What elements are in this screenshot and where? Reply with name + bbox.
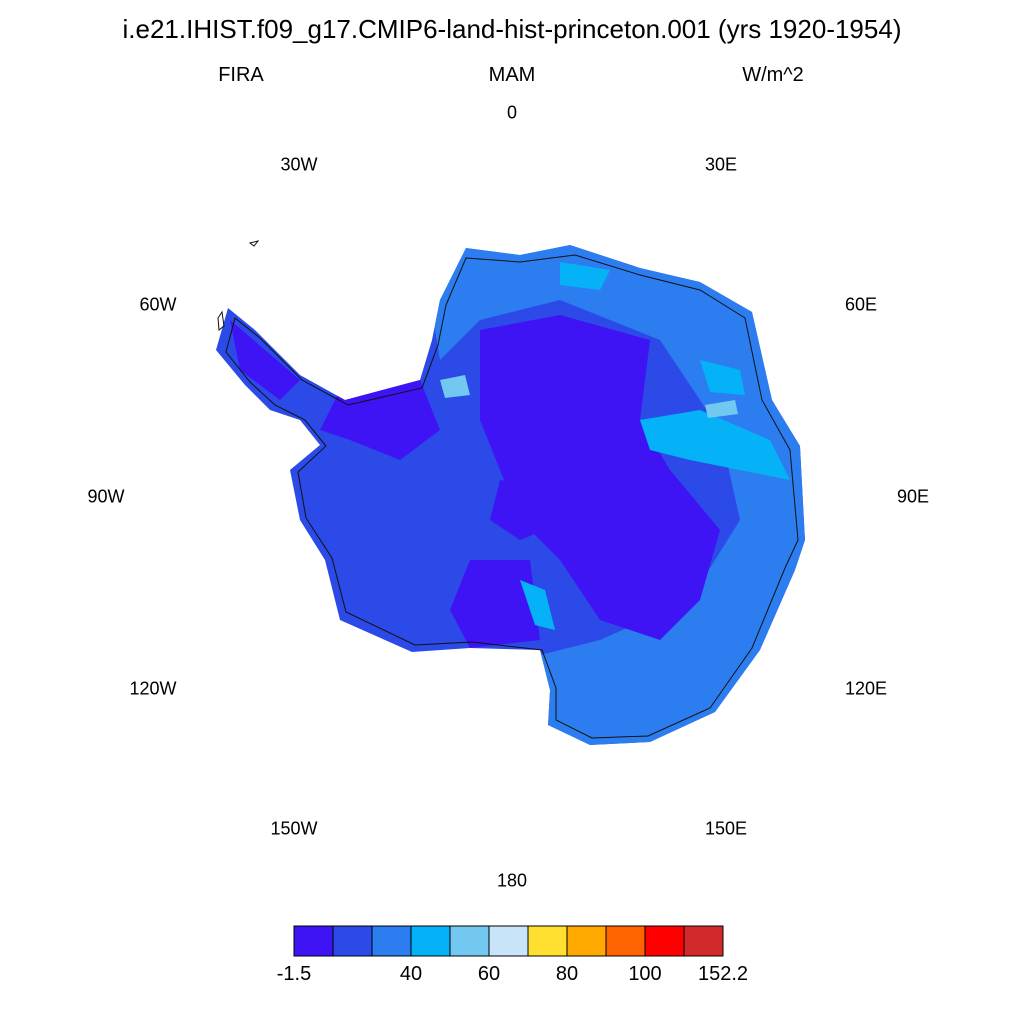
- plateau-core: [480, 315, 720, 640]
- cyan-east: [640, 410, 790, 480]
- peninsula-core: [230, 320, 300, 400]
- island-outline-2: [217, 310, 225, 331]
- lon-label-60w: 60W: [139, 294, 177, 315]
- cyan-north: [560, 262, 610, 290]
- colorbar-box-3: [410, 925, 451, 957]
- pole-core: [490, 480, 570, 540]
- colorbar-box-9: [644, 925, 685, 957]
- colorbar-box-1: [332, 925, 373, 957]
- lon-label-90w: 90W: [87, 486, 125, 507]
- colorbar-box-0: [293, 925, 334, 957]
- colorbar-box-5: [488, 925, 529, 957]
- colorbar-box-4: [449, 925, 490, 957]
- lon-label-120w: 120W: [129, 678, 177, 699]
- lon-label-30e: 30E: [704, 154, 738, 175]
- colorbar-tick-label: 60: [477, 963, 501, 985]
- plot-title: i.e21.IHIST.f09_g17.CMIP6-land-hist-prin…: [122, 14, 902, 44]
- lon-label-120e: 120E: [844, 678, 888, 699]
- island-outline: [248, 240, 260, 247]
- lon-label-0: 0: [506, 102, 518, 123]
- units-label: W/m^2: [742, 64, 804, 86]
- season-label: MAM: [488, 64, 536, 86]
- data-field: [216, 245, 805, 745]
- colorbar-box-7: [566, 925, 607, 957]
- colorbar-box-8: [605, 925, 646, 957]
- cyan-shelf: [520, 580, 555, 630]
- variable-label: FIRA: [218, 64, 264, 86]
- lon-label-60e: 60E: [844, 294, 878, 315]
- shelf-core: [450, 560, 540, 648]
- colorbar-tick-label: -1.5: [276, 963, 312, 985]
- cyan-northeast: [700, 360, 745, 395]
- colorbar-box-2: [371, 925, 412, 957]
- colorbar-box-10: [683, 925, 724, 957]
- lon-label-150e: 150E: [704, 818, 748, 839]
- lon-label-180: 180: [496, 870, 528, 891]
- colorbar-tick-label: 40: [399, 963, 423, 985]
- pale-spot-2: [705, 400, 738, 418]
- colorbar-tick-label: 80: [555, 963, 579, 985]
- colorbar-tick-label: 100: [628, 963, 662, 985]
- coastline: [225, 254, 799, 739]
- west-core: [320, 380, 440, 460]
- colorbar-box-6: [527, 925, 568, 957]
- lon-label-150w: 150W: [270, 818, 318, 839]
- colorbar-tick-label: 152.2: [697, 963, 749, 985]
- pale-spot-1: [440, 375, 470, 398]
- colorbar: [293, 925, 724, 957]
- lon-label-90e: 90E: [896, 486, 930, 507]
- lon-label-30w: 30W: [280, 154, 318, 175]
